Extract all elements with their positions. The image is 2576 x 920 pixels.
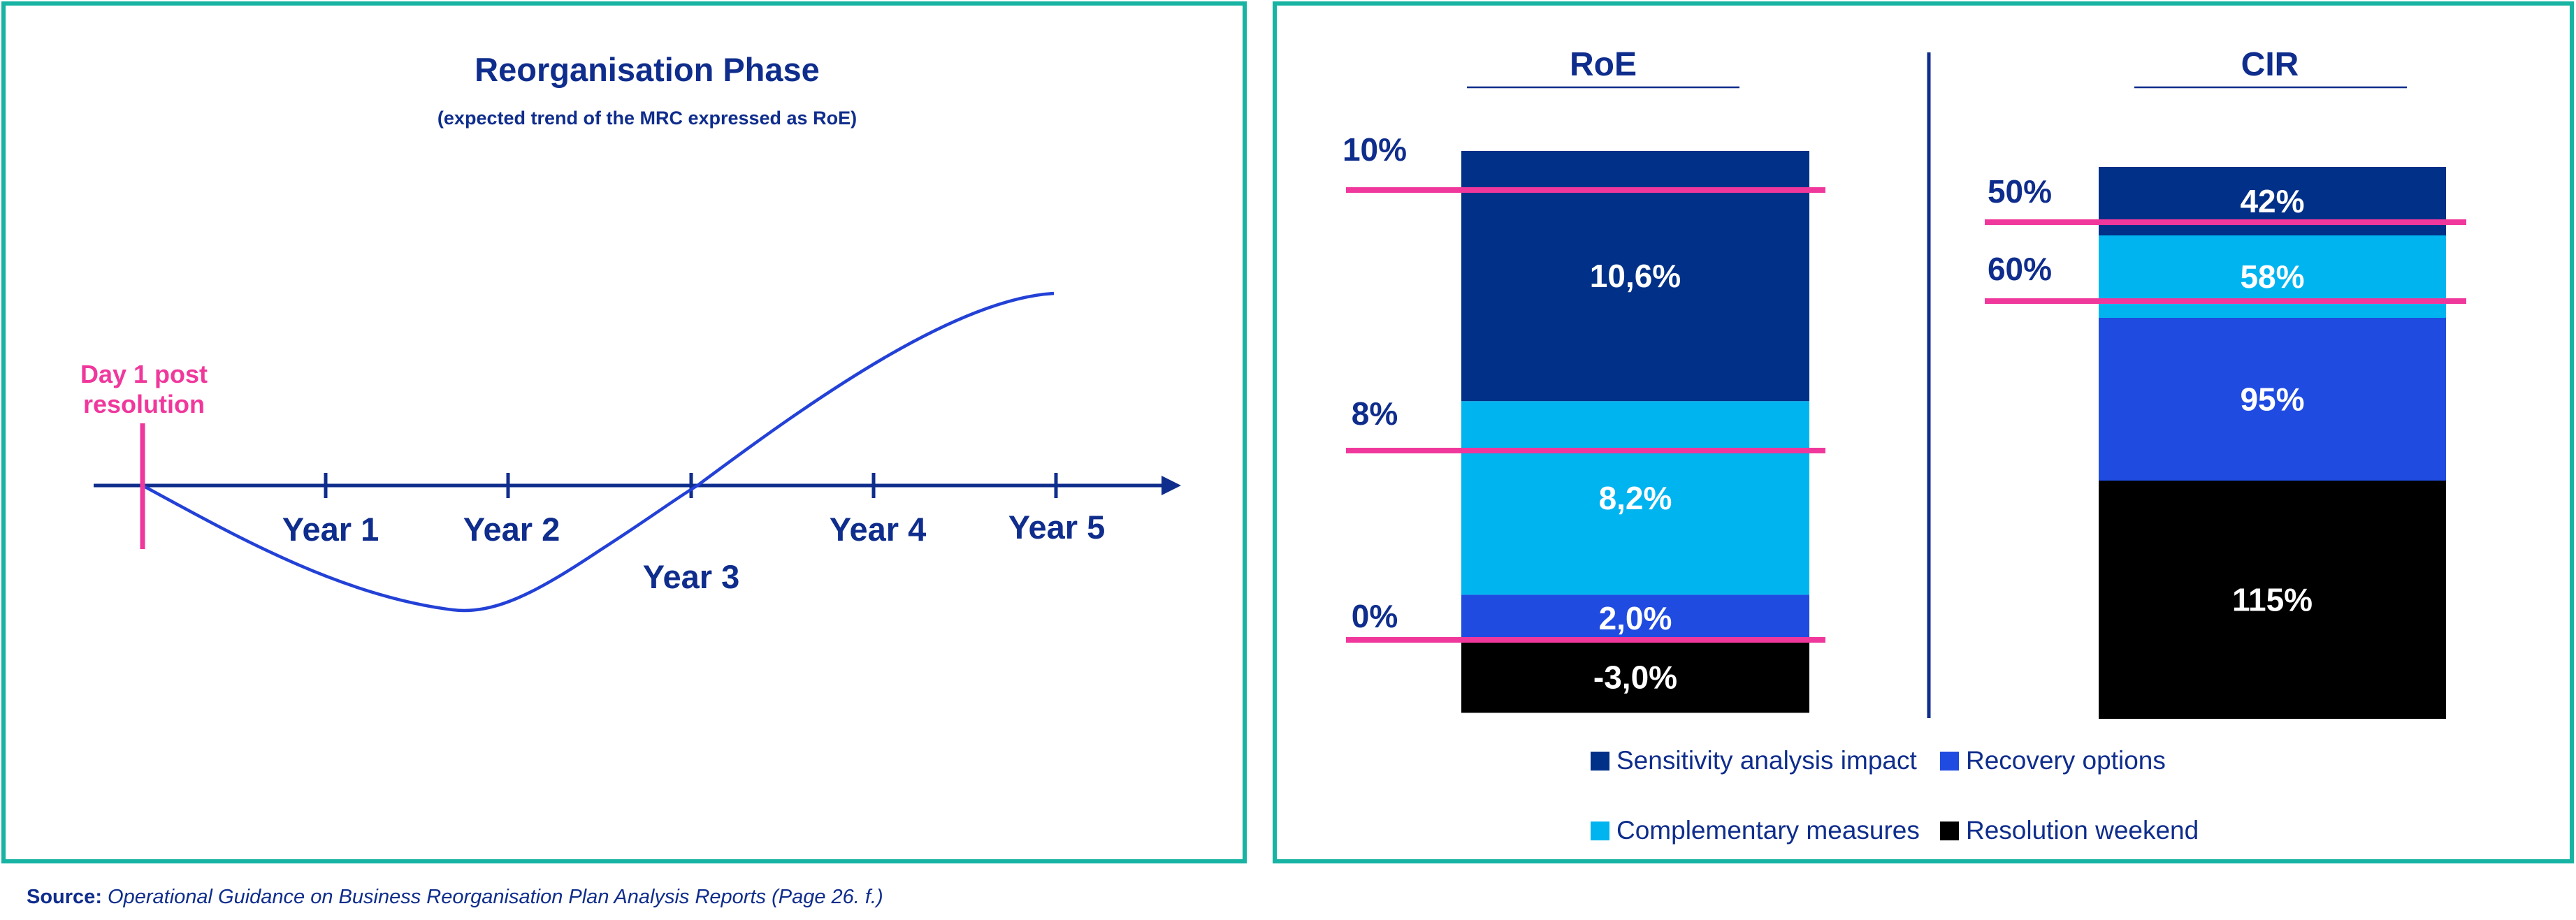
source-text: Operational Guidance on Business Reorgan… (108, 886, 883, 908)
roe-label-sensitivity: 10,6% (1590, 258, 1681, 294)
legend-item-recovery: Recovery options (1940, 746, 2166, 775)
legend-swatch-complementary (1591, 821, 1609, 840)
cir-threshold-group: 60% 50% (1985, 173, 2466, 304)
legend-swatch-recovery (1940, 751, 1959, 771)
legend-item-resolution: Resolution weekend (1940, 816, 2199, 845)
cir-threshold-label-60: 60% (1988, 251, 2052, 287)
cir-segment-complementary (2099, 235, 2446, 318)
cir-label-recovery: 95% (2240, 381, 2304, 418)
source-prefix: Source: (27, 886, 102, 908)
legend-label-sensitivity: Sensitivity analysis impact (1616, 746, 1917, 775)
legend-swatch-resolution (1940, 821, 1959, 840)
diagram-subtitle: (expected trend of the MRC expressed as … (437, 108, 857, 129)
roe-threshold-label-10: 10% (1343, 131, 1407, 168)
roe-chart-title: RoE (1570, 46, 1637, 83)
kpi-bars-panel: RoE -3,0% 2,0% 8,2% 10,6% 10% 8% 0% CIR 115% 9… (1273, 1, 2574, 863)
legend-item-sensitivity: Sensitivity analysis impact (1591, 746, 1917, 775)
year-3-label: Year 3 (643, 558, 740, 595)
roe-segment-recovery (1461, 594, 1809, 642)
year-1-label: Year 1 (282, 511, 379, 548)
legend-swatch-sensitivity (1591, 751, 1609, 771)
legend-label-resolution: Resolution weekend (1966, 816, 2199, 845)
source-note: Source: Operational Guidance on Business… (27, 886, 883, 909)
roe-bar-group: -3,0% 2,0% 8,2% 10,6% (1461, 150, 1809, 713)
reorganisation-phase-panel: Reorganisation Phase (expected trend of … (1, 1, 1247, 863)
cir-label-resolution: 115% (2232, 582, 2313, 618)
year-2-label: Year 2 (463, 511, 560, 548)
expected-trend-curve (141, 291, 1055, 613)
cir-label-complementary: 58% (2240, 258, 2304, 295)
legend-label-recovery: Recovery options (1966, 746, 2166, 775)
year-5-label: Year 5 (1008, 509, 1106, 546)
roe-segment-resolution (1461, 642, 1809, 713)
axis-arrowhead (1162, 476, 1181, 495)
legend-label-complementary: Complementary measures (1616, 816, 1920, 845)
cir-chart-title: CIR (2241, 46, 2299, 83)
cir-segment-recovery (2099, 318, 2446, 481)
roe-threshold-group: 10% 8% 0% (1343, 131, 1825, 643)
roe-threshold-label-8: 8% (1352, 395, 1398, 432)
diagram-title: Reorganisation Phase (475, 51, 820, 88)
roe-label-complementary: 8,2% (1599, 480, 1672, 516)
roe-threshold-label-0: 0% (1352, 598, 1398, 634)
cir-segment-resolution (2099, 481, 2446, 719)
roe-label-recovery: 2,0% (1599, 600, 1672, 636)
kpi-stacked-bar-chart: RoE -3,0% 2,0% 8,2% 10,6% 10% 8% 0% CIR 115% 9… (1343, 46, 2466, 719)
cir-threshold-label-50: 50% (1988, 173, 2052, 210)
reorganisation-phase-diagram: Reorganisation Phase (expected trend of … (80, 51, 1181, 613)
cir-bar-group: 115% 95% 58% 42% (2099, 167, 2446, 719)
roe-label-resolution: -3,0% (1593, 659, 1677, 696)
cir-label-sensitivity: 42% (2240, 183, 2304, 219)
year-4-label: Year 4 (830, 511, 927, 548)
legend-item-complementary: Complementary measures (1591, 816, 1920, 845)
day1-label-line2: resolution (83, 390, 205, 418)
roe-segment-complementary (1461, 401, 1809, 595)
day1-label-line1: Day 1 post (80, 360, 208, 388)
